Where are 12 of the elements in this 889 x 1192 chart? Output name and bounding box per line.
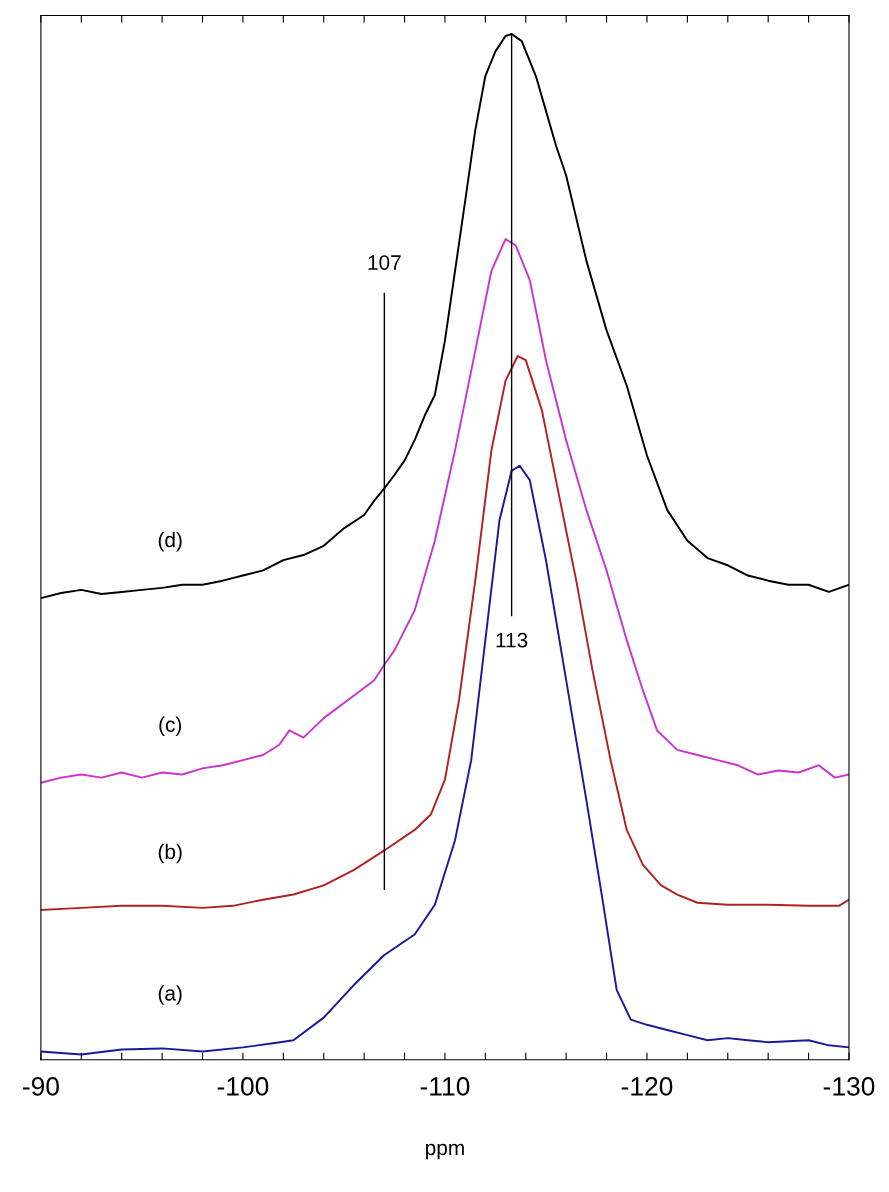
text: (b) <box>158 843 182 864</box>
annotation: 107 <box>368 255 401 270</box>
x-tick-label: -120 <box>621 1077 673 1096</box>
x-tick-label: -100 <box>217 1077 269 1096</box>
text: (a) <box>158 985 182 1005</box>
x-tick-label: -130 <box>823 1077 875 1096</box>
annotation: 113 <box>496 632 528 648</box>
series-label: (d) <box>158 531 182 552</box>
x-tick-label: -90 <box>23 1077 59 1096</box>
x-tick-label: -110 <box>420 1077 470 1096</box>
x-axis-title: ppm <box>426 1143 464 1160</box>
series-label: (c) <box>159 716 182 737</box>
